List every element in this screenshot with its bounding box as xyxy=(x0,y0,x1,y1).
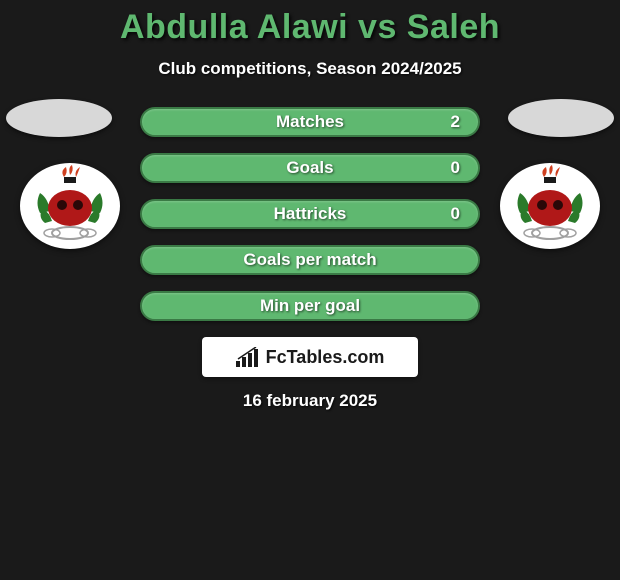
club-badge-left xyxy=(20,163,120,249)
stat-row-goals-per-match: Goals per match xyxy=(140,245,480,275)
stat-label: Matches xyxy=(276,112,344,132)
stats-area: Matches 2 Goals 0 Hattricks 0 Goals per … xyxy=(0,107,620,411)
stat-label: Goals per match xyxy=(243,250,376,270)
site-badge[interactable]: FcTables.com xyxy=(202,337,418,377)
subtitle: Club competitions, Season 2024/2025 xyxy=(0,59,620,79)
chart-icon xyxy=(236,347,260,367)
stat-row-min-per-goal: Min per goal xyxy=(140,291,480,321)
player-avatar-left xyxy=(6,99,112,137)
stat-label: Min per goal xyxy=(260,296,360,316)
player-avatar-right xyxy=(508,99,614,137)
stat-row-hattricks: Hattricks 0 xyxy=(140,199,480,229)
stat-label: Goals xyxy=(286,158,333,178)
stat-label: Hattricks xyxy=(274,204,347,224)
stat-value: 0 xyxy=(451,158,460,178)
date-text: 16 february 2025 xyxy=(0,391,620,411)
stat-value: 2 xyxy=(451,112,460,132)
stat-row-matches: Matches 2 xyxy=(140,107,480,137)
main-container: Abdulla Alawi vs Saleh Club competitions… xyxy=(0,0,620,411)
page-title: Abdulla Alawi vs Saleh xyxy=(0,8,620,47)
stat-value: 0 xyxy=(451,204,460,224)
club-logo-icon xyxy=(500,163,600,249)
stats-rows: Matches 2 Goals 0 Hattricks 0 Goals per … xyxy=(140,107,480,321)
stat-row-goals: Goals 0 xyxy=(140,153,480,183)
club-logo-icon xyxy=(20,163,120,249)
club-badge-circle xyxy=(20,163,120,249)
club-badge-circle xyxy=(500,163,600,249)
site-name: FcTables.com xyxy=(266,347,385,368)
site-text: FcTables.com xyxy=(236,347,385,368)
club-badge-right xyxy=(500,163,600,249)
